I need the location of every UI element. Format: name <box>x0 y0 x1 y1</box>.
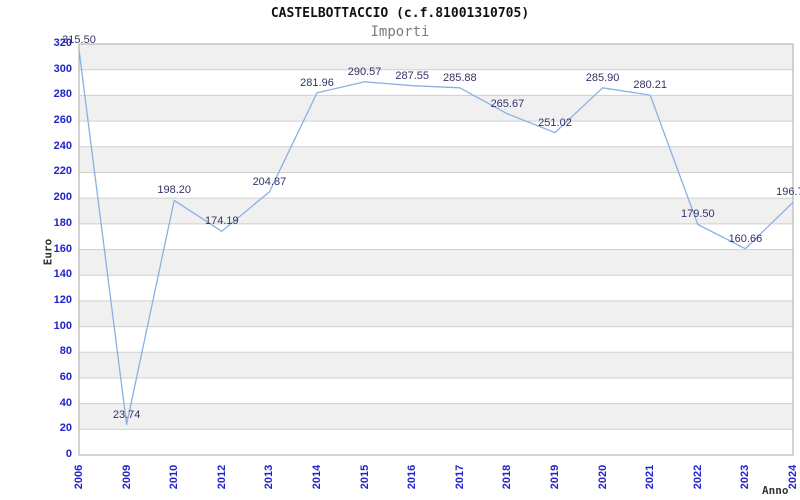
y-tick-label: 220 <box>53 165 72 178</box>
grid-band <box>79 223 793 250</box>
data-label: 315.50 <box>62 33 96 46</box>
x-tick-label: 2017 <box>453 464 466 490</box>
grid-band <box>79 121 793 147</box>
x-tick-label: 2010 <box>168 464 181 490</box>
grid-band <box>79 198 793 224</box>
data-label: 285.90 <box>585 71 620 84</box>
y-tick-label: 260 <box>53 114 72 127</box>
grid-band <box>79 69 793 96</box>
grid-band <box>79 146 793 173</box>
data-label: 174.19 <box>204 215 239 228</box>
y-tick-label: 160 <box>53 242 72 255</box>
y-tick-label: 100 <box>53 319 72 332</box>
data-label: 196.74 <box>776 186 800 199</box>
y-tick-label: 200 <box>53 191 72 204</box>
x-tick-label: 2013 <box>263 464 276 490</box>
data-label: 280.21 <box>633 79 668 92</box>
y-tick-label: 120 <box>53 293 72 306</box>
chart-subtitle: Importi <box>370 24 430 40</box>
y-tick-label: 180 <box>53 216 72 229</box>
x-tick-label: 2014 <box>311 464 323 490</box>
y-tick-label: 0 <box>65 448 72 460</box>
grid-band <box>79 249 793 276</box>
data-polyline <box>78 49 794 426</box>
chart-title: CASTELBOTTACCIO (c.f.81001310705) <box>270 6 530 21</box>
data-label: 179.50 <box>680 208 715 221</box>
data-label: 281.96 <box>300 76 334 89</box>
y-tick-label: 300 <box>53 62 72 75</box>
data-label: 290.57 <box>347 65 382 78</box>
grid-band <box>79 403 793 430</box>
x-tick-label: 2015 <box>358 464 371 490</box>
data-label: 23.74 <box>112 408 141 421</box>
x-tick-label: 2019 <box>549 464 561 490</box>
grid-band <box>79 377 793 404</box>
y-tick-label: 20 <box>59 422 72 435</box>
x-tick-label: 2023 <box>739 464 752 490</box>
x-tick-label: 2022 <box>691 464 704 490</box>
x-tick-label: 2021 <box>644 464 657 490</box>
x-tick-label: 2016 <box>406 464 419 490</box>
grid-band <box>79 300 793 327</box>
y-axis-title: Euro <box>41 238 55 266</box>
x-tick-label: 2009 <box>120 464 133 490</box>
y-tick-label: 40 <box>59 396 72 409</box>
grid-band <box>79 275 793 301</box>
y-tick-label: 280 <box>53 88 72 101</box>
x-tick-label: 2020 <box>596 464 609 490</box>
y-tick-label: 60 <box>59 370 72 383</box>
data-label: 251.02 <box>538 116 572 129</box>
y-tick-label: 140 <box>53 268 72 281</box>
grid-band <box>79 44 793 70</box>
grid-band <box>79 326 793 353</box>
data-label: 204.87 <box>252 175 287 188</box>
x-axis-title: Anno <box>762 484 789 497</box>
x-tick-label: 2018 <box>501 464 514 490</box>
grid-band <box>79 95 793 122</box>
grid-band <box>79 352 793 378</box>
y-tick-label: 240 <box>53 139 72 152</box>
data-label: 265.67 <box>490 97 525 110</box>
data-label: 285.88 <box>442 71 477 84</box>
y-tick-label: 80 <box>59 345 72 358</box>
data-label: 198.20 <box>157 184 192 197</box>
x-tick-label: 2006 <box>73 464 85 490</box>
data-label: 287.55 <box>395 69 430 82</box>
x-tick-label: 2012 <box>215 464 228 490</box>
grid-band <box>79 172 793 199</box>
grid-band <box>79 429 793 455</box>
y-tick-label: 320 <box>53 37 72 49</box>
plot-border <box>78 43 794 456</box>
data-label: 160.66 <box>728 232 763 245</box>
